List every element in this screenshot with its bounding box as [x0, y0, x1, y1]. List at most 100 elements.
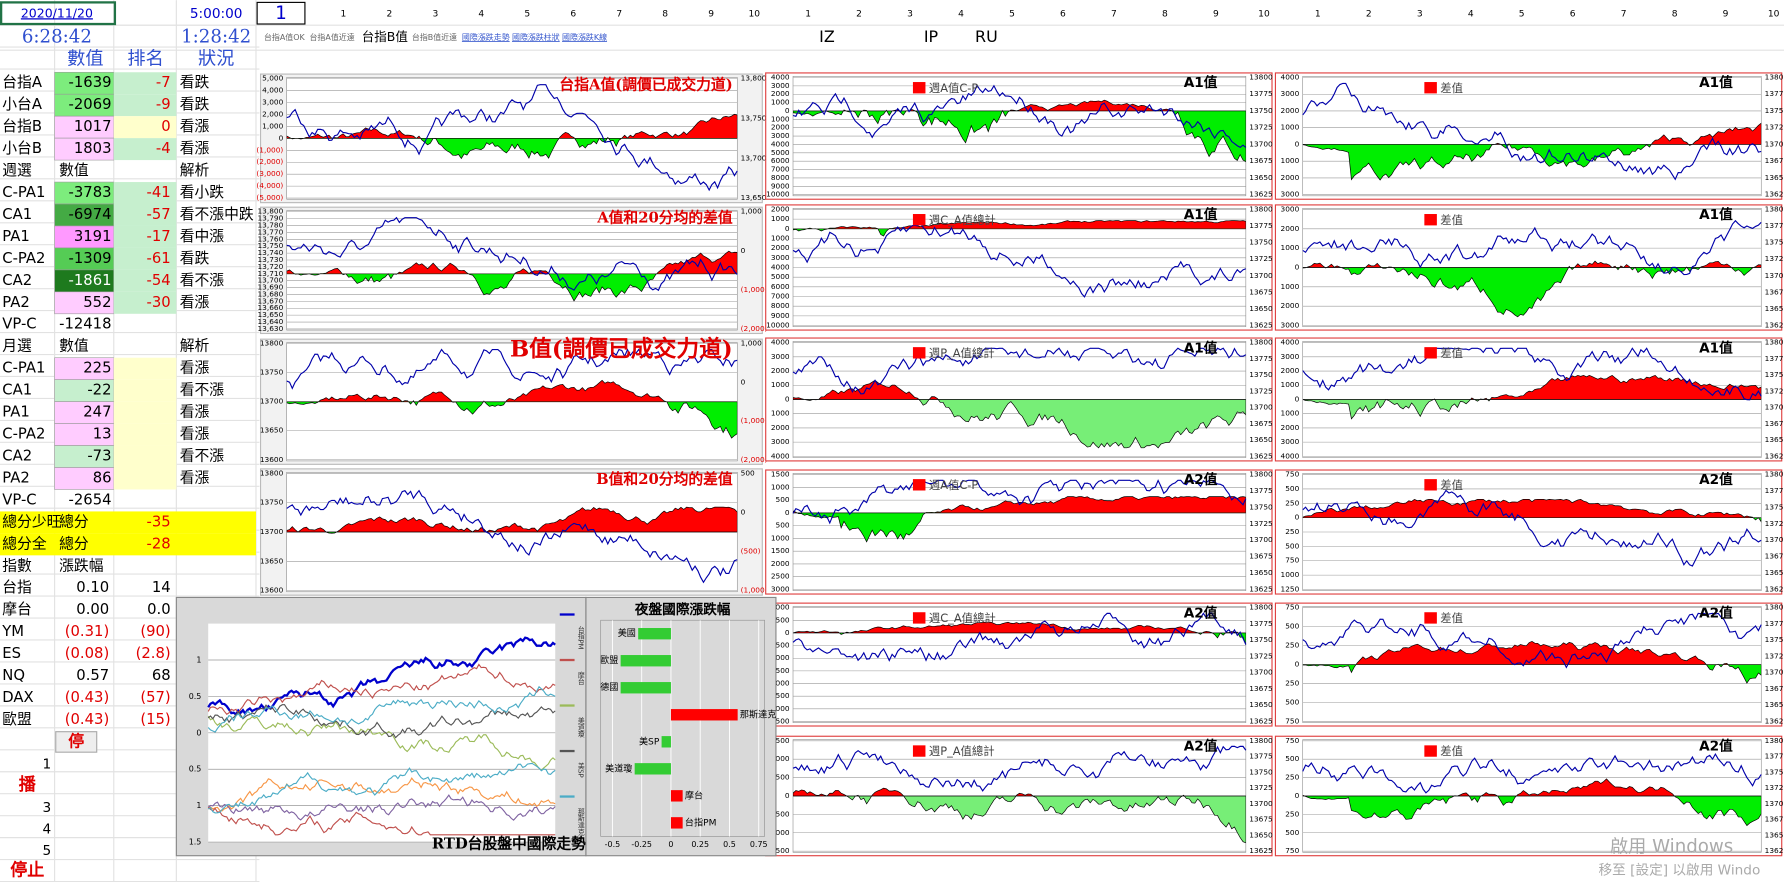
area-above [793, 379, 1246, 400]
axis-label: 0 [785, 394, 790, 403]
axis-label: 13,740 [257, 248, 283, 257]
panel-title: A2值 [1699, 737, 1733, 754]
axis-label: 6000 [771, 282, 790, 291]
index-trace [207, 704, 556, 739]
value: 總分 [59, 512, 89, 530]
axis-label: 2000 [1281, 301, 1300, 310]
axis-label: 2000 [1281, 224, 1300, 233]
sheet-link[interactable]: 台指B值 [362, 29, 408, 44]
bar [670, 817, 683, 829]
sheet-link[interactable]: 國際漲跌K線 [562, 32, 607, 42]
stop-button-label[interactable]: 停 [68, 731, 84, 750]
axis-label: 0 [1295, 139, 1300, 148]
sheet-link[interactable]: 台指A值OK [264, 32, 306, 42]
axis-label: 1367 [1765, 419, 1784, 428]
legend-swatch [912, 479, 926, 491]
sheet-link[interactable]: 國際漲跌柱狀 [512, 32, 560, 42]
axis-label: 13,690 [257, 283, 283, 292]
area-below [286, 532, 738, 534]
legend-label: 週P_A值總計 [929, 744, 995, 758]
value: 數值 [59, 338, 89, 355]
axis-label: 4000 [1281, 72, 1300, 81]
sheet-link[interactable]: 國際漲跌走勢 [462, 32, 510, 42]
axis-label: 13,650 [741, 193, 767, 202]
area-above [286, 250, 738, 274]
axis-label: 13700 [260, 397, 284, 406]
axis-label: 13,630 [257, 324, 283, 333]
axis-label: 13800 [1249, 470, 1273, 479]
row-highlight [0, 511, 256, 534]
value: -73 [87, 447, 111, 464]
price-line [286, 489, 738, 584]
axis-label: 13675 [1249, 156, 1273, 165]
axis-label: 1000 [771, 482, 790, 491]
row-label: YM [1, 623, 24, 640]
axis-label: 13,650 [257, 310, 283, 319]
status: 看不漲 [180, 447, 225, 464]
axis-label: 1000 [771, 214, 790, 223]
rank-cell [113, 182, 177, 205]
legend-swatch [912, 214, 926, 226]
bar-label: 美國 [618, 627, 636, 639]
axis-label: 1372 [1765, 254, 1784, 263]
axis-label: 2000 [771, 559, 790, 568]
price-line [792, 479, 1247, 525]
axis-label: 1000 [1281, 156, 1300, 165]
axis-label: 750 [1285, 603, 1299, 612]
axis-label: 13600 [260, 455, 284, 464]
play-button[interactable]: 播 [19, 774, 37, 795]
legend-swatch [1424, 214, 1437, 226]
axis-label: 13600 [260, 586, 284, 595]
row-label: 總分少旺 [2, 512, 61, 530]
axis-label: 0 [1295, 660, 1300, 669]
axis-label: 13675 [1249, 552, 1273, 561]
axis-label: 0 [785, 791, 790, 800]
rank: -54 [147, 272, 171, 289]
value: 0.00 [76, 601, 109, 618]
axis-label: 1375 [1765, 370, 1784, 379]
axis-label: 13800 [260, 468, 284, 477]
index-trace [207, 685, 556, 733]
axis-label: 3000 [771, 584, 790, 593]
axis-label: 13725 [1249, 651, 1273, 660]
axis-label: 500 [776, 495, 790, 504]
rank: -41 [147, 184, 171, 201]
axis-label: 2000 [771, 366, 790, 375]
axis-label: 13800 [1249, 736, 1273, 745]
column-number: 10 [1768, 9, 1780, 19]
axis-label: 13725 [1249, 386, 1273, 395]
area-above [793, 621, 1246, 633]
sheet-link[interactable]: 台指A值近遠 [309, 32, 354, 42]
row-label: 台指A [2, 74, 42, 91]
axis-label: 1370 [1765, 403, 1784, 412]
value: 總分 [59, 534, 89, 552]
axis-label: 13700 [1249, 668, 1273, 677]
row-label: 小台B [2, 140, 42, 157]
column-number: 6 [1570, 9, 1576, 19]
halt-button[interactable]: 停止 [10, 860, 44, 881]
sheet-link[interactable]: 台指B值近遠 [412, 32, 457, 42]
column-number: 6 [570, 9, 576, 19]
rank-cell [113, 269, 177, 292]
plot-area [1302, 76, 1762, 197]
axis-label: 10000 [766, 321, 790, 330]
status: 看小跌 [180, 184, 225, 201]
column-number: 8 [662, 9, 668, 19]
value: 247 [83, 404, 111, 421]
x-tick-label: 0.5 [723, 840, 736, 849]
axis-label: 250 [1285, 679, 1299, 688]
column-number: 1 [805, 9, 811, 19]
price-line [286, 348, 738, 390]
row-label: 台指B [2, 118, 42, 135]
index-trace [207, 636, 556, 717]
axis-label: 13,780 [257, 221, 283, 230]
axis-label: 1,000 [741, 207, 762, 216]
column-number: 5 [1009, 9, 1015, 19]
value: -1861 [69, 272, 112, 289]
status: 看漲 [180, 360, 210, 377]
legend-swatch [1424, 745, 1437, 757]
axis-label: 7000 [771, 292, 790, 301]
axis-label: 7000 [771, 165, 790, 174]
axis-label: 2000 [771, 89, 790, 98]
axis-label: 13,700 [741, 153, 767, 162]
